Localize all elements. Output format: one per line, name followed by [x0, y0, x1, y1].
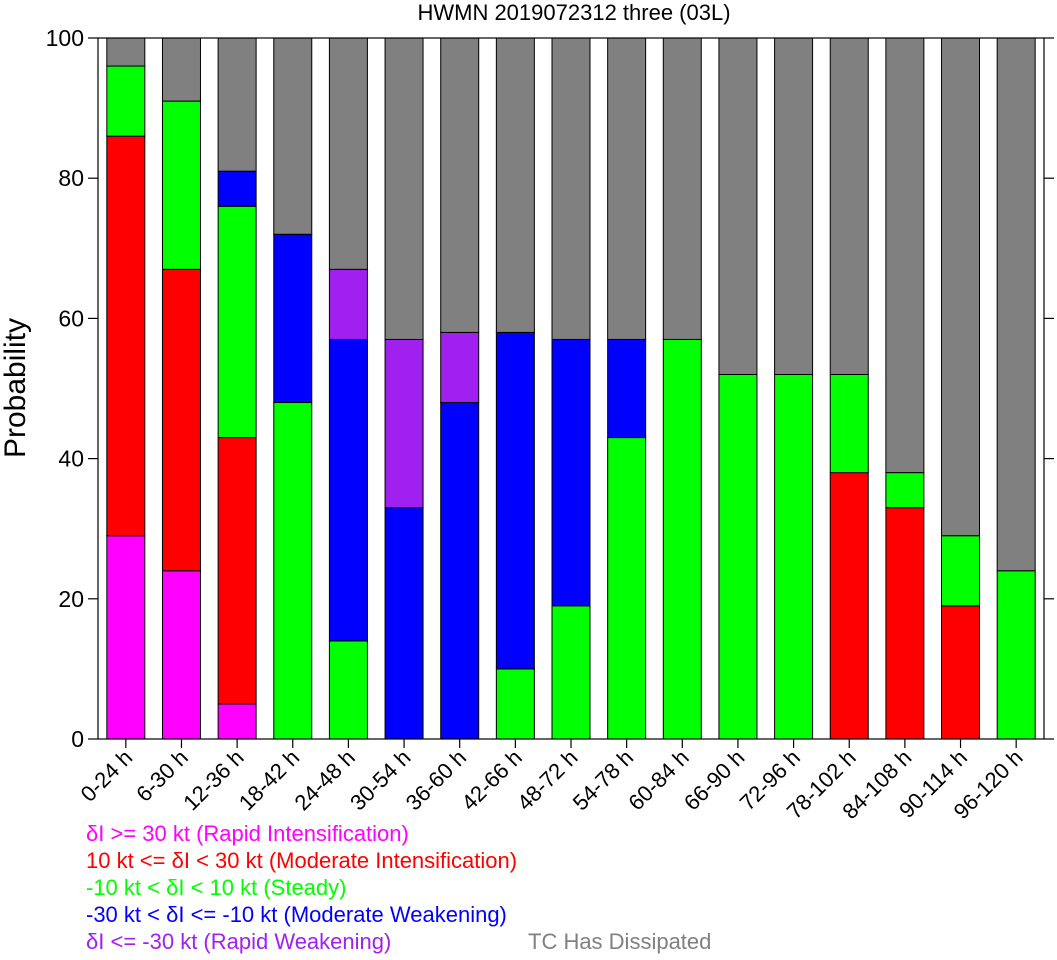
bar-segment-42-66h-s2: [495, 668, 535, 740]
bar-segment-24-48h-s3: [328, 338, 368, 642]
bar-segment-6-30h-s2: [161, 100, 201, 270]
bar-segment-12-36h-s0: [217, 703, 257, 740]
x-tick-label: 24-48 h: [290, 745, 360, 815]
bar-segment-72-96h-s2: [774, 373, 814, 740]
y-axis-label: Probability: [0, 318, 32, 458]
bar-segment-54-78h-s5: [607, 37, 647, 340]
y-tick-label: 80: [58, 165, 84, 191]
bar-segment-84-108h-s2: [885, 472, 925, 509]
bar-segment-30-54h-s3: [384, 507, 424, 740]
bar-segment-90-114h-s5: [941, 37, 981, 537]
bar-segment-48-72h-s5: [551, 37, 591, 340]
bar-segment-36-60h-s3: [440, 402, 480, 740]
bar-segment-36-60h-s5: [440, 37, 480, 333]
y-tick-label: 20: [58, 586, 84, 612]
bar-segment-12-36h-s1: [217, 437, 257, 705]
bar-segment-54-78h-s2: [607, 437, 647, 740]
bar-segment-96-120h-s2: [996, 570, 1036, 740]
y-tick-label: 40: [58, 446, 84, 472]
x-tick-label: 66-90 h: [679, 745, 749, 815]
x-tick-label: 36-60 h: [401, 745, 471, 815]
bar-segment-24-48h-s2: [328, 640, 368, 740]
bar-segment-60-84h-s2: [662, 338, 702, 740]
bar-segment-42-66h-s3: [495, 331, 535, 670]
bar-segment-36-60h-s4: [440, 331, 480, 404]
bar-segment-18-42h-s3: [273, 233, 313, 404]
chart-title: HWMN 2019072312 three (03L): [417, 0, 730, 25]
x-tick-label: 30-54 h: [345, 745, 415, 815]
bar-segment-0-24h-s1: [106, 135, 146, 537]
bar-segment-12-36h-s3: [217, 170, 257, 207]
bar-segment-30-54h-s5: [384, 37, 424, 340]
bar-segment-0-24h-s5: [106, 37, 146, 67]
legend-entry-rapid-weakening: δI <= -30 kt (Rapid Weakening): [86, 929, 392, 954]
bar-segment-24-48h-s5: [328, 37, 368, 270]
bar-segment-12-36h-s2: [217, 205, 257, 439]
bar-segment-12-36h-s5: [217, 37, 257, 172]
legend-entry-moderate-intensification: 10 kt <= δI < 30 kt (Moderate Intensific…: [86, 848, 518, 873]
bar-segment-60-84h-s5: [662, 37, 702, 340]
bar-segment-42-66h-s5: [495, 37, 535, 333]
y-tick-label: 100: [46, 25, 84, 51]
bar-segment-78-102h-s1: [829, 472, 869, 740]
bar-segment-84-108h-s5: [885, 37, 925, 474]
x-tick-label: 42-66 h: [456, 745, 526, 815]
bar-segment-78-102h-s2: [829, 373, 869, 474]
bar-segment-18-42h-s5: [273, 37, 313, 235]
bar-segment-66-90h-s2: [718, 373, 758, 740]
bar-segment-0-24h-s2: [106, 65, 146, 137]
legend-entry-rapid-intensification: δI >= 30 kt (Rapid Intensification): [86, 821, 409, 846]
bar-segment-48-72h-s2: [551, 605, 591, 740]
legend-entry-dissipated: TC Has Dissipated: [528, 929, 712, 954]
bar-segment-78-102h-s5: [829, 37, 869, 375]
bar-segment-96-120h-s5: [996, 37, 1036, 572]
bar-segment-48-72h-s3: [551, 338, 591, 607]
x-tick-label: 12-36 h: [178, 745, 248, 815]
legend-entry-steady: -10 kt < δI < 10 kt (Steady): [86, 875, 347, 900]
bar-segment-0-24h-s0: [106, 535, 146, 740]
y-tick-label: 60: [58, 305, 84, 331]
x-tick-label: 54-78 h: [568, 745, 638, 815]
x-tick-label: 18-42 h: [234, 745, 304, 815]
bar-segment-24-48h-s4: [328, 268, 368, 340]
bar-segment-6-30h-s5: [161, 37, 201, 102]
bar-segment-6-30h-s1: [161, 268, 201, 572]
bar-segment-90-114h-s2: [941, 535, 981, 607]
bar-segment-54-78h-s3: [607, 338, 647, 439]
x-tick-label: 48-72 h: [512, 745, 582, 815]
bar-segment-66-90h-s5: [718, 37, 758, 375]
bar-segment-30-54h-s4: [384, 338, 424, 509]
bar-segment-90-114h-s1: [941, 605, 981, 740]
bar-segment-72-96h-s5: [774, 37, 814, 375]
x-tick-label: 60-84 h: [623, 745, 693, 815]
bar-segment-6-30h-s0: [161, 570, 201, 740]
bars-layer: [106, 37, 1036, 740]
y-tick-label: 0: [71, 726, 84, 752]
bar-segment-84-108h-s1: [885, 507, 925, 740]
bar-segment-18-42h-s2: [273, 402, 313, 740]
x-tick-label: 0-24 h: [76, 745, 138, 807]
legend-entry-moderate-weakening: -30 kt < δI <= -10 kt (Moderate Weakenin…: [86, 902, 507, 927]
